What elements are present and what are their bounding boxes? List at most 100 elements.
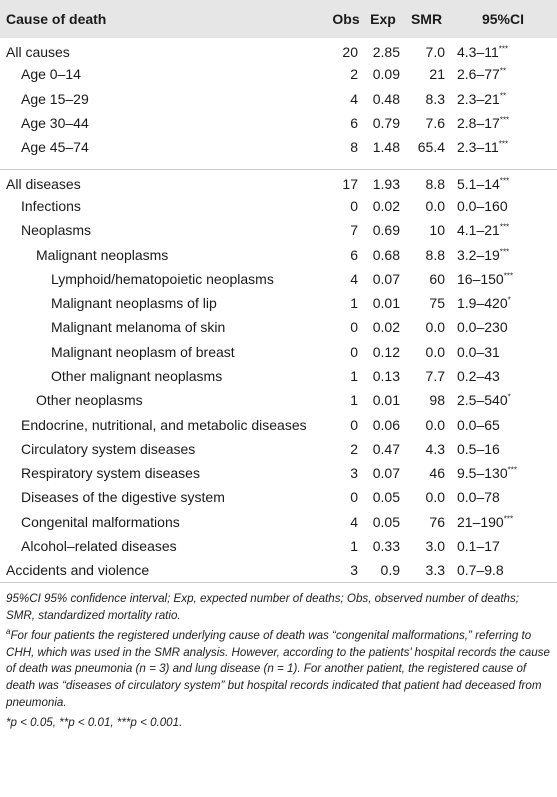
ci-cell: 1.9–420* (449, 291, 557, 315)
footnote-a-text: For four patients the registered underly… (6, 629, 550, 709)
footnote-significance: *p < 0.05, **p < 0.01, ***p < 0.001. (6, 716, 183, 730)
smr-cell: 7.7 (425, 368, 445, 384)
smr-cell: 65.4 (417, 139, 445, 156)
table-row: Neoplasms 7 0.69 10 4.1–21*** (0, 218, 557, 242)
ci-value: 5.1–14 (457, 175, 500, 192)
obs-cell: 0 (350, 489, 358, 506)
exp-cell: 0.48 (372, 90, 400, 107)
ci-value: 2.3–11 (457, 139, 499, 156)
obs-cell: 4 (350, 513, 358, 530)
smr-cell: 21 (429, 66, 445, 83)
cause-cell: Respiratory system diseases (21, 465, 200, 482)
smr-cell: 0.0 (425, 343, 445, 360)
cause-cell: Accidents and violence (0, 558, 330, 584)
obs-cell: 0 (350, 197, 358, 214)
exp-cell: 0.06 (372, 416, 400, 433)
cause-cell: Malignant melanoma of skin (51, 319, 226, 336)
obs-cell: 20 (342, 44, 358, 61)
ci-value: 4.1–21 (457, 222, 500, 239)
ci-cell: 2.3–11*** (449, 135, 557, 159)
header-smr: SMR (410, 11, 443, 27)
header-row: Cause of death Obs Exp SMR 95%CI (0, 0, 557, 38)
exp-cell: 0.13 (372, 368, 400, 384)
cause-cell: Malignant neoplasm of breast (51, 343, 235, 360)
ci-value: 0.2–43 (457, 368, 500, 384)
mortality-table: Cause of death Obs Exp SMR 95%CI All cau… (0, 0, 557, 584)
ci-value: 0.1–17 (457, 538, 500, 555)
cause-cell: Congenital malformations (21, 513, 180, 530)
ci-cell: 9.5–130*** (449, 461, 557, 485)
exp-cell: 0.05 (372, 489, 400, 506)
ci-cell: 4.3–11*** (449, 38, 557, 62)
ci-cell: 0.1–17 (449, 534, 557, 558)
significance-marker: *** (498, 44, 509, 54)
ci-cell: 0.7–9.8 (449, 558, 557, 584)
exp-cell: 1.48 (372, 139, 400, 156)
header-exp: Exp (370, 11, 396, 27)
obs-cell: 1 (350, 538, 358, 555)
cause-cell: Other neoplasms (36, 392, 143, 409)
smr-cell: 75 (429, 295, 445, 312)
table-row: Alcohol–related diseases 1 0.33 3.0 0.1–17 (0, 534, 557, 558)
smr-cell: 98 (429, 392, 445, 409)
exp-cell: 0.9 (362, 558, 404, 584)
smr-cell: 0.0 (425, 416, 445, 433)
exp-cell: 0.01 (372, 295, 400, 312)
obs-cell: 2 (350, 66, 358, 83)
table-row: Age 0–14 2 0.09 21 2.6–77** (0, 62, 557, 86)
significance-marker: *** (499, 246, 510, 256)
table-footnotes: 95%CI 95% confidence interval; Exp, expe… (0, 583, 557, 732)
obs-cell: 1 (350, 368, 358, 384)
smr-cell: 76 (429, 513, 445, 530)
ci-cell: 21–190*** (449, 510, 557, 534)
exp-cell: 0.07 (372, 270, 400, 287)
table-row: Respiratory system diseases 3 0.07 46 9.5–13… (0, 461, 557, 485)
cause-cell: Circulatory system diseases (21, 440, 196, 457)
smr-cell: 46 (429, 465, 445, 482)
exp-cell: 2.85 (372, 44, 400, 61)
table-row: Infections 0 0.02 0.0 0.0–160 (0, 194, 557, 218)
ci-value: 0.0–31 (457, 343, 500, 360)
obs-cell: 17 (330, 168, 362, 194)
table-body: All causes 20 2.85 7.0 4.3–11*** Age 0–14 2 0.0… (0, 38, 557, 584)
cause-cell: Malignant neoplasms of lip (51, 295, 217, 312)
ci-value: 0.0–65 (457, 416, 500, 433)
table-row: Circulatory system diseases 2 0.47 4.3 0.5–1… (0, 437, 557, 461)
exp-cell: 0.68 (372, 246, 400, 263)
header-ci: 95%CI (481, 11, 525, 27)
table-row: Age 30–44 6 0.79 7.6 2.8–17*** (0, 111, 557, 135)
cause-cell: Neoplasms (21, 222, 92, 239)
significance-marker: * (507, 295, 511, 305)
obs-cell: 0 (350, 343, 358, 360)
ci-cell: 2.8–17*** (449, 111, 557, 135)
smr-cell: 10 (429, 222, 445, 239)
ci-value: 4.3–11 (457, 44, 499, 61)
table-row: Malignant neoplasms of lip 1 0.01 75 1.9–420… (0, 291, 557, 315)
exp-cell: 0.69 (372, 222, 400, 239)
cause-cell: All diseases (0, 168, 330, 194)
significance-marker: *** (499, 222, 510, 232)
significance-marker: *** (499, 176, 510, 186)
ci-value: 0.0–78 (457, 489, 500, 506)
smr-cell: 4.3 (425, 440, 445, 457)
obs-cell: 1 (350, 295, 358, 312)
ci-cell: 16–150*** (449, 267, 557, 291)
ci-value: 0.7–9.8 (457, 562, 504, 579)
ci-value: 16–150 (457, 270, 504, 287)
smr-cell: 3.3 (404, 558, 449, 584)
obs-cell: 6 (350, 246, 358, 263)
significance-marker: ** (499, 91, 507, 101)
significance-marker: * (507, 392, 511, 402)
cause-cell: Endocrine, nutritional, and metabolic di… (21, 416, 307, 433)
cause-cell: Diseases of the digestive system (21, 489, 225, 506)
obs-cell: 6 (350, 115, 358, 132)
exp-cell: 0.01 (372, 392, 400, 409)
cause-cell: Malignant neoplasms (36, 246, 169, 263)
ci-cell: 0.0–230 (449, 315, 557, 339)
exp-cell: 0.05 (372, 513, 400, 530)
ci-cell: 3.2–19*** (449, 242, 557, 266)
exp-cell: 0.07 (372, 465, 400, 482)
table-row: All diseases 17 1.93 8.8 5.1–14*** (0, 168, 557, 194)
ci-value: 2.8–17 (457, 115, 500, 132)
ci-cell: 0.0–160 (449, 194, 557, 218)
